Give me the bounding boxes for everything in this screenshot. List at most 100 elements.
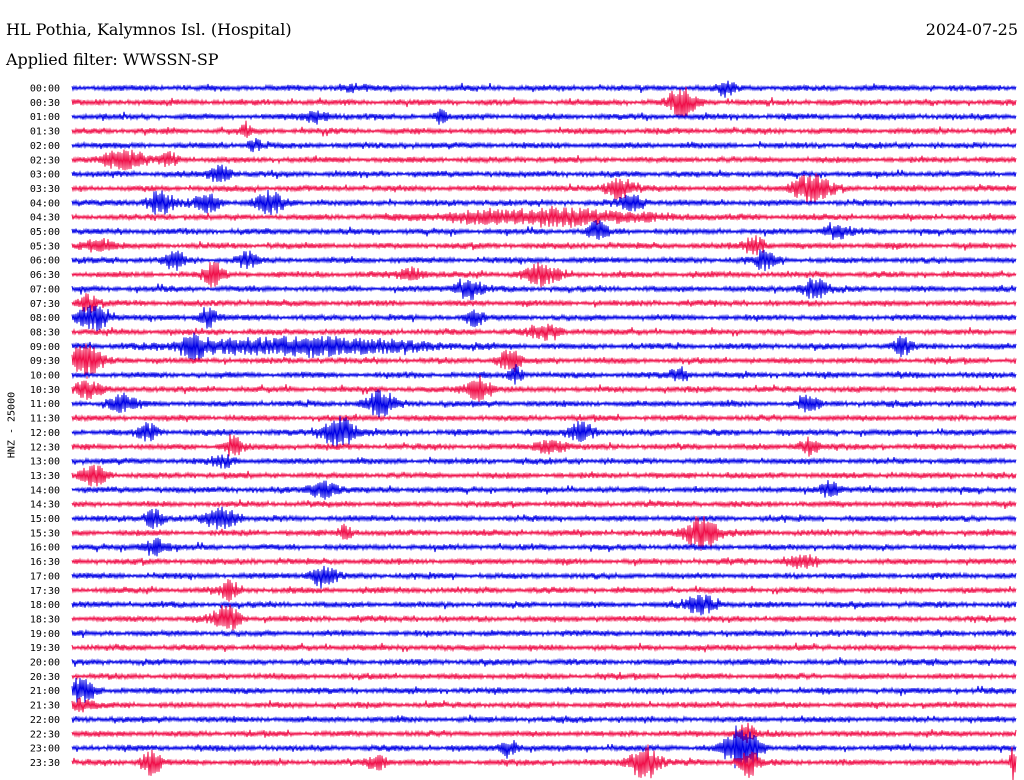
time-tick-label: 23:30 bbox=[30, 758, 60, 769]
seismic-trace-line bbox=[71, 137, 1017, 153]
time-tick-label: 14:00 bbox=[30, 485, 60, 496]
seismic-trace-line bbox=[71, 714, 1017, 725]
seismic-trace-line bbox=[71, 261, 1017, 288]
time-tick-label: 09:30 bbox=[30, 356, 60, 367]
seismic-trace-line bbox=[71, 579, 1017, 602]
seismic-trace-line bbox=[71, 173, 1017, 205]
seismic-trace-line bbox=[71, 537, 1017, 557]
seismic-trace-line bbox=[71, 415, 1017, 448]
time-tick-label: 03:00 bbox=[30, 170, 60, 181]
seismic-trace-line bbox=[71, 506, 1017, 530]
time-tick-label: 05:00 bbox=[30, 227, 60, 238]
time-tick-label: 21:30 bbox=[30, 701, 60, 712]
time-tick-label: 06:30 bbox=[30, 270, 60, 281]
seismic-trace-line bbox=[71, 305, 1017, 332]
time-tick-label: 01:00 bbox=[30, 112, 60, 123]
time-tick-label: 22:30 bbox=[30, 729, 60, 740]
time-tick-label: 07:30 bbox=[30, 299, 60, 310]
seismic-trace-line bbox=[71, 671, 1017, 681]
time-tick-label: 04:30 bbox=[30, 213, 60, 224]
seismic-trace-line bbox=[71, 235, 1017, 256]
time-tick-label: 00:00 bbox=[30, 84, 60, 95]
seismic-trace-line bbox=[71, 604, 1017, 631]
time-tick-label: 09:00 bbox=[30, 342, 60, 353]
seismic-trace-line bbox=[71, 80, 1017, 98]
seismic-trace-line bbox=[71, 642, 1017, 653]
time-tick-label: 12:00 bbox=[30, 428, 60, 439]
seismic-trace-line bbox=[71, 249, 1017, 272]
time-tick-label: 08:00 bbox=[30, 313, 60, 324]
seismic-trace-line bbox=[71, 277, 1017, 301]
seismic-trace-line bbox=[71, 86, 1017, 119]
seismic-trace-line bbox=[71, 293, 1017, 313]
seismic-trace-line bbox=[71, 149, 1017, 171]
time-tick-label: 05:30 bbox=[30, 241, 60, 252]
time-tick-label: 20:30 bbox=[30, 672, 60, 683]
time-tick-label: 02:00 bbox=[30, 141, 60, 152]
time-tick-label: 08:30 bbox=[30, 327, 60, 338]
seismic-trace-line bbox=[71, 189, 1017, 215]
seismic-trace-line bbox=[71, 657, 1017, 667]
time-tick-label: 19:00 bbox=[30, 629, 60, 640]
seismic-trace-line bbox=[71, 628, 1017, 639]
station-title: HL Pothia, Kalymnos Isl. (Hospital) bbox=[6, 20, 292, 39]
time-tick-label: 07:00 bbox=[30, 284, 60, 295]
time-tick-label: 16:00 bbox=[30, 543, 60, 554]
time-tick-label: 16:30 bbox=[30, 557, 60, 568]
seismic-trace-line bbox=[71, 725, 1017, 770]
seismic-trace-line bbox=[71, 565, 1017, 589]
seismic-trace-line bbox=[71, 389, 1017, 419]
filter-label: Applied filter: WWSSN-SP bbox=[6, 50, 219, 69]
time-tick-label: 11:00 bbox=[30, 399, 60, 410]
time-tick-label: 13:30 bbox=[30, 471, 60, 482]
seismic-trace-line bbox=[71, 332, 1017, 362]
time-tick-label: 06:00 bbox=[30, 256, 60, 267]
time-tick-label: 15:30 bbox=[30, 528, 60, 539]
seismic-trace-line bbox=[71, 205, 1017, 228]
seismic-trace-line bbox=[71, 413, 1017, 423]
seismic-trace-line bbox=[71, 454, 1017, 469]
time-tick-label: 15:00 bbox=[30, 514, 60, 525]
time-tick-label: 03:30 bbox=[30, 184, 60, 195]
seismic-trace-line bbox=[71, 554, 1017, 569]
seismic-trace-line bbox=[71, 220, 1017, 241]
time-tick-label: 14:30 bbox=[30, 500, 60, 511]
time-tick-label: 04:00 bbox=[30, 198, 60, 209]
seismic-trace-line bbox=[71, 375, 1017, 402]
time-tick-label: 22:00 bbox=[30, 715, 60, 726]
time-tick-label: 10:00 bbox=[30, 371, 60, 382]
seismic-trace-line bbox=[71, 722, 1017, 744]
seismic-trace-line bbox=[71, 697, 1017, 713]
time-tick-label: 18:30 bbox=[30, 614, 60, 625]
time-tick-label: 11:30 bbox=[30, 414, 60, 425]
time-tick-label: 01:30 bbox=[30, 127, 60, 138]
seismic-trace-line bbox=[71, 464, 1017, 487]
time-tick-label: 12:30 bbox=[30, 442, 60, 453]
seismic-trace-line bbox=[71, 480, 1017, 500]
seismic-trace-line bbox=[71, 164, 1017, 183]
time-tick-label: 13:00 bbox=[30, 457, 60, 468]
time-tick-label: 20:00 bbox=[30, 658, 60, 669]
time-tick-label: 23:00 bbox=[30, 744, 60, 755]
time-tick-label: 02:30 bbox=[30, 155, 60, 166]
seismic-trace-line bbox=[71, 323, 1017, 341]
date-label: 2024-07-25 bbox=[925, 20, 1018, 39]
time-tick-label: 18:00 bbox=[30, 600, 60, 611]
seismic-trace-line bbox=[71, 677, 1017, 703]
time-tick-label: 10:30 bbox=[30, 385, 60, 396]
time-tick-label: 21:00 bbox=[30, 686, 60, 697]
seismic-trace-line bbox=[71, 434, 1017, 457]
seismic-trace-line bbox=[71, 120, 1017, 138]
seismic-trace-line bbox=[71, 594, 1017, 616]
seismic-trace-line bbox=[71, 499, 1017, 509]
seismic-trace-line bbox=[71, 515, 1017, 551]
seismic-trace-line bbox=[71, 343, 1017, 379]
seismic-trace-line bbox=[71, 744, 1017, 780]
seismic-trace-line bbox=[71, 364, 1017, 385]
time-tick-label: 00:30 bbox=[30, 98, 60, 109]
time-tick-label: 19:30 bbox=[30, 643, 60, 654]
seismic-trace-line bbox=[71, 108, 1017, 125]
time-tick-label: 17:00 bbox=[30, 571, 60, 582]
